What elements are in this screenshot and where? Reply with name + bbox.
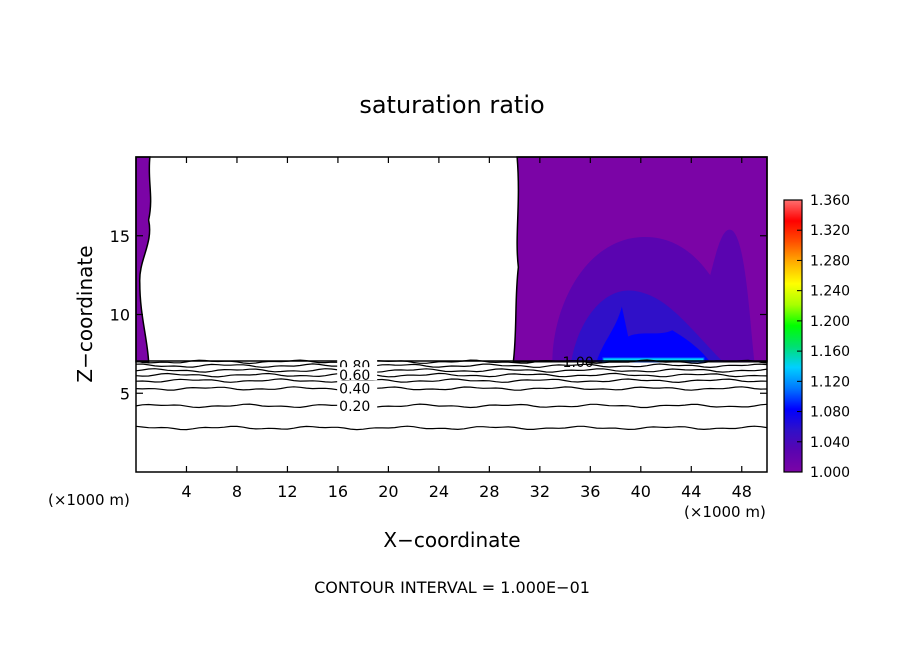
colorbar-tick-label: 1.280 xyxy=(810,253,850,269)
colorbar-tick-label: 1.320 xyxy=(810,223,850,239)
x-tick-label: 20 xyxy=(378,482,398,501)
contour-line xyxy=(135,372,768,378)
x-tick-label: 32 xyxy=(530,482,550,501)
contour-layer xyxy=(135,359,768,431)
x-unit-label-left: (×1000 m) xyxy=(48,491,130,509)
contour-line xyxy=(135,425,768,431)
x-axis: 4 8 12 16 20 24 28 32 36 40 44 48 xyxy=(181,157,752,501)
contour-line xyxy=(135,363,768,369)
colorbar-tick-label: 1.360 xyxy=(810,193,850,209)
contour-label-bg xyxy=(337,380,378,394)
contour-label-bg xyxy=(337,367,378,381)
x-tick-label: 8 xyxy=(232,482,242,501)
colorbar-tick-label: 1.160 xyxy=(810,344,850,360)
y-axis: 5 10 15 xyxy=(110,227,767,403)
x-tick-label: 4 xyxy=(181,482,191,501)
contour-label: 0.20 xyxy=(339,399,370,415)
contour-label-layer: 0.800.600.400.201.00 xyxy=(337,355,594,415)
contour-label: 0.60 xyxy=(339,368,370,384)
region-level-3 xyxy=(596,306,711,362)
colorbar-tick-label: 1.080 xyxy=(810,405,850,421)
colorbar: 1.360 1.320 1.280 1.240 1.200 1.160 1.120 1.080… xyxy=(783,193,850,481)
colorbar-tick-label: 1.240 xyxy=(810,284,850,300)
x-tick-label: 28 xyxy=(479,482,499,501)
x-tick-label: 16 xyxy=(328,482,348,501)
contour-line xyxy=(135,359,768,365)
colorbar-fill xyxy=(783,199,803,473)
contour-label: 0.40 xyxy=(339,382,370,398)
region-left xyxy=(135,156,152,363)
contour-line xyxy=(135,378,768,384)
contour-label: 1.00 xyxy=(563,355,594,371)
colorbar-tick-label: 1.200 xyxy=(810,314,850,330)
y-tick-label: 15 xyxy=(110,227,130,246)
x-axis-label: X−coordinate xyxy=(383,528,520,552)
x-tick-label: 24 xyxy=(429,482,449,501)
x-unit-label-right: (×1000 m) xyxy=(684,503,766,521)
x-tick-label: 36 xyxy=(580,482,600,501)
contour-line xyxy=(135,386,768,391)
contour-line xyxy=(135,368,768,373)
contour-label-bg xyxy=(337,397,378,411)
x-tick-label: 12 xyxy=(277,482,297,501)
contour-line xyxy=(135,403,768,409)
y-tick-label: 5 xyxy=(120,384,130,403)
colorbar-tick-label: 1.120 xyxy=(810,374,850,390)
y-axis-label: Z−coordinate xyxy=(73,245,97,382)
field-layer xyxy=(135,156,768,363)
colorbar-tick-label: 1.040 xyxy=(810,435,850,451)
contour-interval-note: CONTOUR INTERVAL = 1.000E−01 xyxy=(314,578,590,597)
x-tick-label: 44 xyxy=(681,482,701,501)
x-tick-label: 40 xyxy=(631,482,651,501)
chart-title: saturation ratio xyxy=(359,91,544,119)
y-tick-label: 10 xyxy=(110,306,130,325)
x-tick-label: 48 xyxy=(732,482,752,501)
colorbar-tick-label: 1.000 xyxy=(810,465,850,481)
